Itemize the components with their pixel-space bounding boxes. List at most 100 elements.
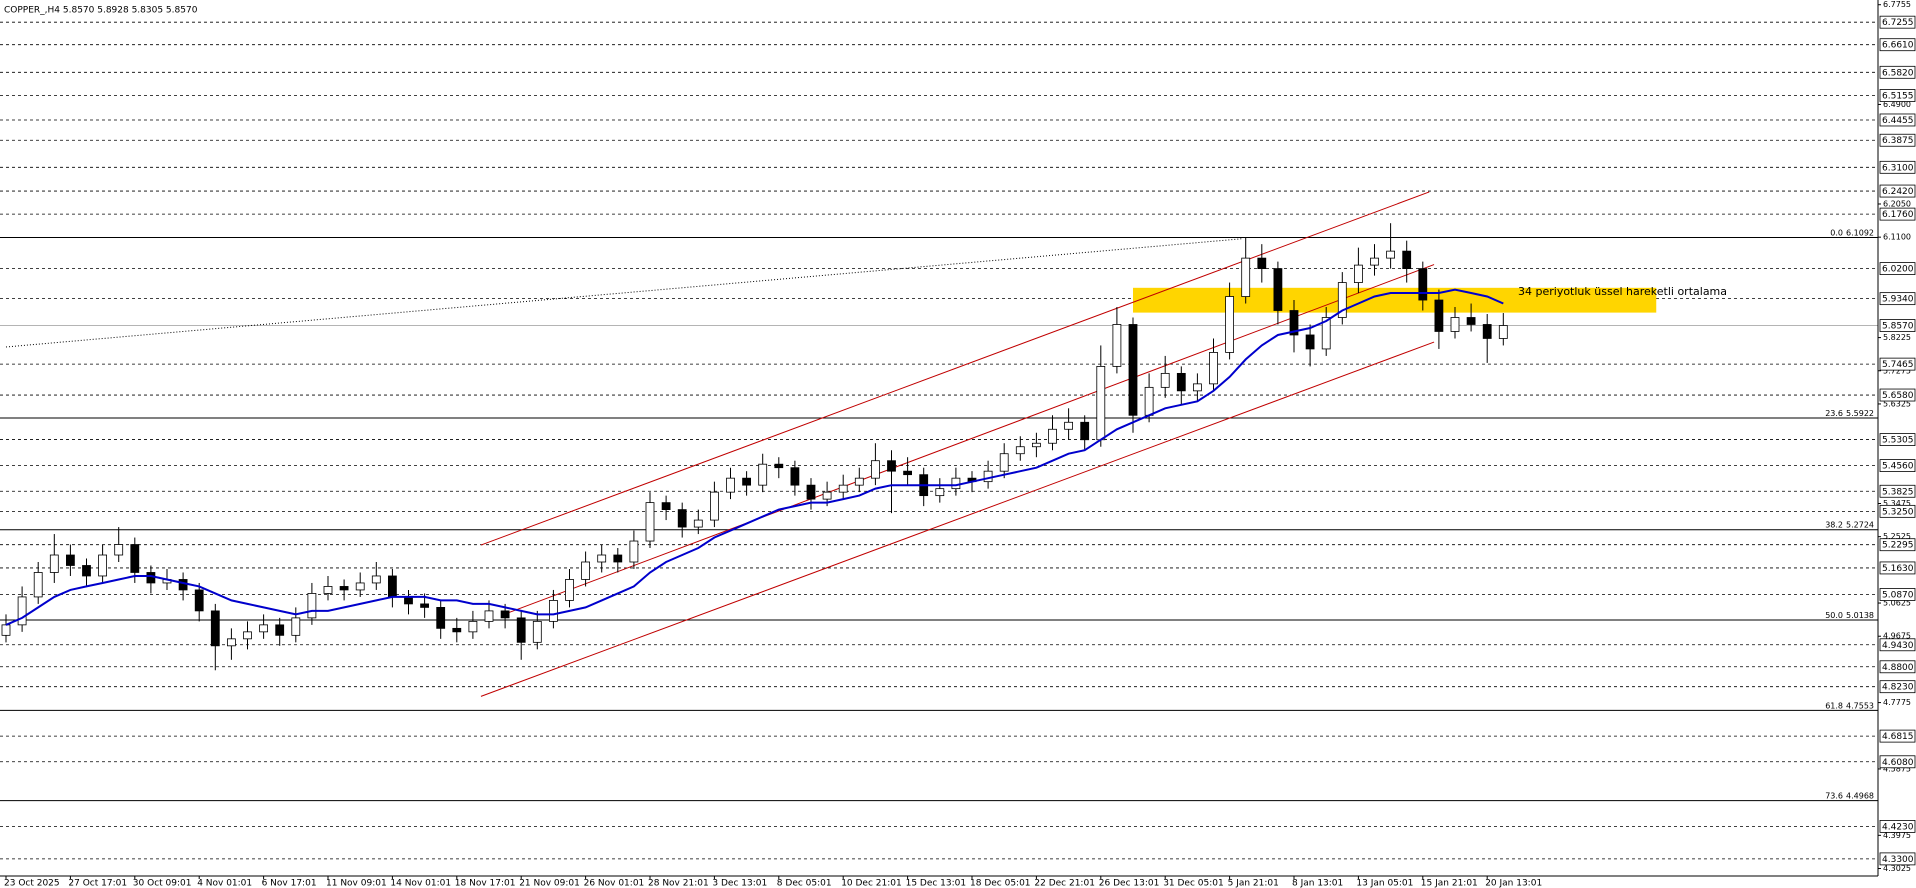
- level-label: 4.4230: [1882, 822, 1914, 832]
- candle-body: [854, 477, 864, 486]
- level-label: 6.5155: [1882, 92, 1914, 102]
- level-label: 5.3825: [1882, 487, 1914, 497]
- fib-level: 50.0: [1825, 611, 1843, 620]
- level-label: 5.3250: [1882, 507, 1914, 517]
- candle-body: [742, 477, 751, 486]
- level-label: 6.6610: [1882, 41, 1914, 51]
- candle-body: [291, 617, 301, 636]
- candle-body: [17, 596, 27, 626]
- x-tick-label: 5 Jan 21:01: [1228, 879, 1279, 888]
- level-label: 5.5305: [1882, 436, 1914, 446]
- candle-body: [1482, 324, 1492, 339]
- ema-annotation: 34 periyotluk üssel hareketli ortalama: [1518, 285, 1727, 298]
- candle-body: [565, 579, 574, 601]
- level-label: 6.0200: [1882, 265, 1914, 275]
- level-label: 6.3875: [1882, 136, 1914, 146]
- candle-body: [1112, 324, 1122, 367]
- x-tick-label: 14 Nov 01:01: [390, 879, 451, 888]
- y-tick-label: 5.3475: [1883, 499, 1911, 508]
- y-tick-label: 5.6325: [1883, 399, 1911, 408]
- candle-body: [1321, 317, 1331, 350]
- candle-body: [226, 638, 236, 647]
- level-box: [1879, 292, 1916, 306]
- fib-level: 73.6: [1825, 791, 1843, 800]
- y-tick-label: 4.9675: [1883, 632, 1911, 641]
- last-price-box: [1879, 319, 1916, 332]
- last-price-label: 5.8570: [1882, 322, 1914, 332]
- candle-body: [82, 565, 91, 577]
- level-box: [1879, 729, 1916, 743]
- fib-label: 0.0 6.1092: [1830, 228, 1874, 237]
- level-box: [1879, 538, 1916, 552]
- candle-body: [661, 502, 671, 511]
- y-tick-label: 5.8225: [1883, 333, 1911, 342]
- level-label: 5.2295: [1882, 541, 1914, 551]
- candle-body: [806, 484, 816, 500]
- x-tick-label: 6 Nov 17:01: [262, 879, 317, 888]
- level-box: [1879, 388, 1916, 402]
- x-tick-label: 28 Nov 21:01: [648, 879, 709, 888]
- x-tick-label: 11 Nov 09:01: [326, 879, 387, 888]
- level-label: 5.6580: [1882, 391, 1914, 401]
- x-tick-label: 26 Dec 13:01: [1099, 879, 1160, 888]
- x-tick-label: 15 Dec 13:01: [906, 879, 967, 888]
- y-tick-label: 4.7775: [1883, 698, 1911, 707]
- candle-body: [838, 484, 848, 493]
- level-box: [1879, 262, 1916, 275]
- candle-body: [1370, 257, 1379, 266]
- candle-body: [581, 561, 590, 580]
- candle-body: [1193, 383, 1202, 392]
- candle-body: [66, 554, 75, 566]
- y-tick-label: 5.7275: [1883, 366, 1911, 375]
- x-tick-label: 18 Nov 17:01: [455, 879, 516, 888]
- fib-price: 4.7553: [1846, 701, 1874, 710]
- candle-body: [1402, 250, 1412, 269]
- candle-body: [1466, 317, 1476, 325]
- level-label: 5.9340: [1882, 295, 1914, 305]
- level-box: [1879, 433, 1916, 446]
- trendline: [501, 264, 1435, 616]
- level-label: 4.9430: [1882, 641, 1914, 651]
- candle-body: [404, 596, 413, 605]
- candle-body: [1048, 428, 1057, 444]
- level-label: 6.2420: [1882, 187, 1914, 197]
- y-tick-label: 6.2050: [1883, 199, 1911, 208]
- level-box: [1879, 660, 1916, 674]
- level-box: [1879, 113, 1916, 127]
- x-tick-label: 21 Nov 09:01: [519, 879, 580, 888]
- level-box: [1879, 680, 1916, 694]
- candle-body: [1015, 446, 1025, 455]
- candle-body: [726, 477, 735, 493]
- level-box: [1879, 504, 1916, 518]
- x-tick-label: 30 Oct 09:01: [133, 879, 192, 888]
- level-label: 5.7465: [1882, 360, 1914, 370]
- level-label: 4.6080: [1882, 758, 1914, 768]
- level-label: 4.6815: [1882, 732, 1914, 742]
- candle-body: [98, 554, 107, 577]
- candle-body: [1354, 264, 1363, 283]
- candle-body: [1273, 268, 1283, 311]
- candle-body: [549, 600, 558, 622]
- candle-body: [1386, 250, 1395, 259]
- candle-body: [1080, 421, 1090, 441]
- candle-body: [387, 575, 397, 598]
- candle-body: [371, 575, 381, 584]
- level-label: 5.4560: [1882, 462, 1914, 472]
- y-tick-label: 5.0625: [1883, 599, 1911, 608]
- level-box: [1879, 160, 1916, 174]
- level-box: [1879, 638, 1916, 652]
- fib-price: 4.4968: [1846, 791, 1874, 800]
- y-tick-label: 6.1100: [1883, 233, 1911, 242]
- level-box: [1879, 459, 1916, 472]
- candle-body: [790, 467, 800, 486]
- candle-body: [822, 491, 832, 500]
- x-tick-label: 3 Dec 13:01: [712, 879, 767, 888]
- level-label: 6.4455: [1882, 116, 1914, 126]
- x-tick-label: 23 Oct 2025: [4, 879, 60, 888]
- candle-body: [339, 586, 349, 591]
- level-box: [1879, 588, 1916, 601]
- candle-body: [243, 631, 252, 640]
- y-tick-label: 4.3025: [1883, 864, 1911, 873]
